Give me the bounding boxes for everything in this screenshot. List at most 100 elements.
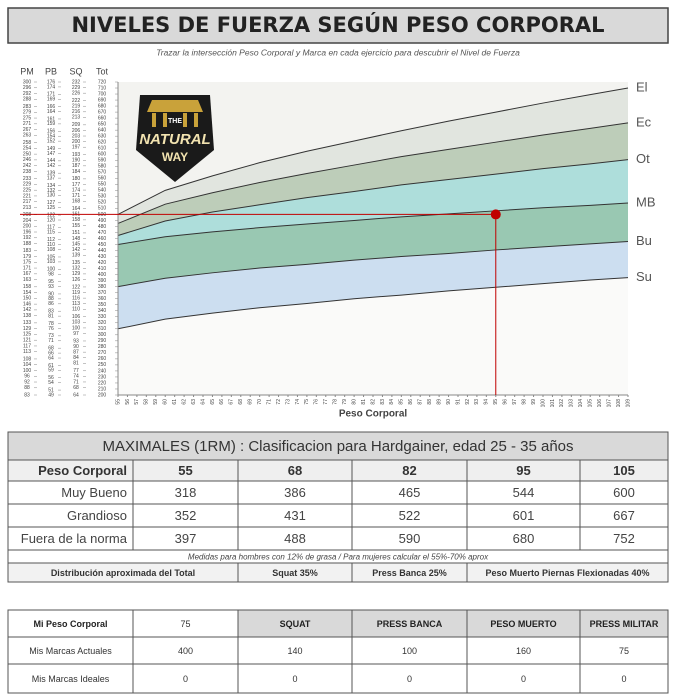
y-tick-label: 122	[47, 212, 56, 218]
band	[118, 159, 628, 245]
y-tick-label: 78	[48, 321, 54, 327]
cell-text: 752	[613, 531, 635, 546]
y-tick-label: 190	[72, 158, 81, 164]
y-tick-label: 152	[47, 138, 56, 144]
x-tick-label: 64	[200, 399, 206, 405]
y-tick-label: 125	[47, 205, 56, 211]
y-tick-label: 127	[47, 200, 56, 206]
y-tick-label: 93	[73, 338, 79, 344]
y-tick-label: 200	[98, 392, 107, 398]
y-tick-label: 530	[98, 194, 107, 200]
cell-text: 0	[521, 674, 526, 684]
x-tick-label: 78	[333, 399, 339, 405]
y-tick-label: 420	[98, 260, 107, 266]
y-tick-label: 51	[48, 387, 54, 393]
y-tick-label: 129	[72, 271, 81, 277]
y-tick-label: 144	[47, 158, 56, 164]
y-tick-label: 142	[72, 247, 81, 253]
title: NIVELES DE FUERZA SEGÚN PESO CORPORAL	[71, 12, 604, 37]
y-tick-label: 71	[73, 379, 79, 385]
y-tick-label: 410	[98, 266, 107, 272]
y-axis-title: PB	[45, 66, 57, 76]
cell-text: 431	[284, 508, 306, 523]
y-tick-label: 106	[72, 314, 81, 320]
y-tick-label: 90	[73, 344, 79, 350]
cell-text: MAXIMALES (1RM) : Clasificacion para Har…	[102, 438, 573, 455]
y-tick-label: 158	[72, 217, 81, 223]
band	[118, 277, 628, 395]
table-cell	[237, 636, 353, 665]
y-tick-label: 174	[47, 84, 56, 90]
x-tick-label: 55	[115, 399, 121, 405]
x-tick-label: 102	[559, 399, 565, 408]
y-tick-label: 720	[98, 79, 107, 85]
y-tick-label: 300	[98, 332, 107, 338]
y-tick-label: 217	[23, 199, 32, 205]
cell-text: 667	[613, 508, 635, 523]
cell-text: 95	[516, 463, 530, 478]
y-tick-label: 242	[23, 163, 32, 169]
y-tick-label: 279	[23, 110, 32, 116]
x-tick-label: 65	[210, 399, 216, 405]
y-tick-label: 229	[23, 182, 32, 188]
y-tick-label: 540	[98, 188, 107, 194]
y-tick-label: 183	[23, 248, 32, 254]
table-cell	[466, 562, 669, 583]
y-tick-label: 95	[48, 279, 54, 285]
y-tick-label: 230	[98, 374, 107, 380]
y-tick-label: 164	[47, 109, 56, 115]
level-label: MB	[636, 194, 656, 209]
y-tick-label: 206	[72, 128, 81, 134]
y-tick-label: 213	[23, 205, 32, 211]
y-tick-label: 208	[23, 212, 32, 218]
cell-text: 0	[292, 674, 297, 684]
level-label: Ec	[636, 114, 652, 129]
cell-text: 680	[513, 531, 535, 546]
y-tick-label: 84	[73, 355, 79, 361]
y-tick-label: 192	[23, 235, 32, 241]
cell-text: Grandioso	[67, 508, 127, 523]
y-tick-label: 54	[48, 380, 54, 386]
y-tick-label: 77	[73, 368, 79, 374]
x-tick-label: 105	[588, 399, 594, 408]
y-tick-label: 64	[73, 392, 79, 398]
y-tick-label: 76	[48, 326, 54, 332]
logo-roof	[147, 100, 203, 112]
y-tick-label: 120	[47, 217, 56, 223]
title-box	[7, 7, 669, 44]
x-tick-label: 84	[389, 399, 395, 405]
y-tick-label: 86	[48, 301, 54, 307]
y-tick-label: 98	[48, 272, 54, 278]
y-tick-label: 132	[47, 188, 56, 194]
x-tick-label: 68	[238, 399, 244, 405]
table-cell	[466, 636, 581, 665]
x-tick-label: 57	[134, 399, 140, 405]
cell-text: 544	[513, 485, 535, 500]
y-tick-label: 154	[47, 134, 56, 140]
y-tick-label: 138	[23, 313, 32, 319]
y-tick-label: 97	[73, 331, 79, 337]
cell-text: Mi Peso Corporal	[33, 619, 107, 629]
y-tick-label: 254	[23, 146, 32, 152]
x-tick-label: 83	[380, 399, 386, 405]
cell-text: 105	[613, 463, 635, 478]
cell-text: 68	[288, 463, 302, 478]
y-tick-label: 283	[23, 104, 32, 110]
y-tick-label: 175	[23, 260, 32, 266]
cell-text: 0	[621, 674, 626, 684]
table-cell	[132, 663, 239, 694]
logo-column	[183, 113, 187, 127]
x-tick-label: 104	[578, 399, 584, 408]
y-tick-label: 177	[72, 182, 81, 188]
y-tick-label: 108	[23, 356, 32, 362]
y-tick-label: 66	[48, 350, 54, 356]
logo-text: NATURAL	[139, 131, 210, 148]
y-tick-label: 147	[47, 151, 56, 157]
y-tick-label: 112	[47, 237, 55, 243]
y-tick-label: 216	[72, 109, 81, 115]
y-tick-label: 56	[48, 375, 54, 381]
y-tick-label: 129	[23, 326, 32, 332]
y-axis-title: SQ	[69, 66, 82, 76]
